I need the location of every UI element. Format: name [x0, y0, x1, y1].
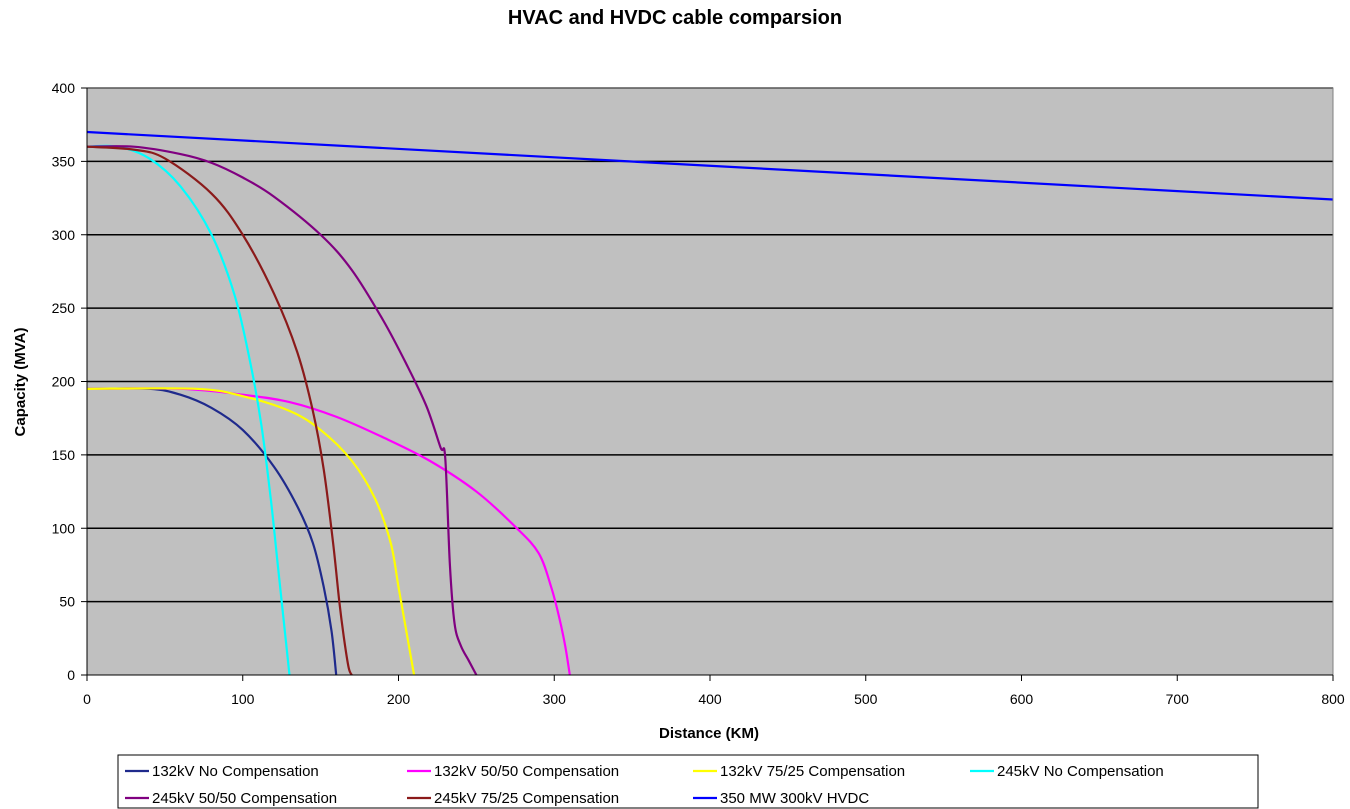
y-axis: 0 50 100 150 200 250 300 350 400: [52, 80, 88, 683]
plot-area: [86, 87, 1334, 676]
y-axis-title: Capacity (MVA): [12, 328, 29, 437]
legend: 132kV No Compensation 132kV 50/50 Compens…: [117, 754, 1259, 809]
y-tick-label: 100: [52, 520, 76, 536]
x-tick-label: 400: [698, 691, 722, 707]
legend-box: [117, 754, 1259, 809]
x-tick-label: 600: [1010, 691, 1034, 707]
y-tick-label: 50: [59, 594, 75, 610]
y-tick-label: 200: [52, 374, 76, 390]
series-line-245kv-75-25-compensation: [86, 145, 353, 676]
series-line-245kv-50-50-compensation: [86, 145, 478, 676]
x-tick-label: 500: [854, 691, 878, 707]
legend-label-245kv-75-25-compensation: 245kV 75/25 Compensation: [434, 790, 619, 807]
legend-label-350-mw-300kv-hvdc: 350 MW 300kV HVDC: [720, 790, 869, 807]
y-tick-label: 0: [67, 667, 75, 683]
legend-label-245kv-no-compensation: 245kV No Compensation: [997, 763, 1164, 780]
x-tick-label: 0: [83, 691, 91, 707]
y-tick-label: 400: [52, 80, 76, 96]
legend-label-245kv-50-50-compensation: 245kV 50/50 Compensation: [152, 790, 337, 807]
x-axis: 0 100 200 300 400 500 600 700 800: [83, 674, 1345, 707]
legend-label-132kv-50-50-compensation: 132kV 50/50 Compensation: [434, 763, 619, 780]
x-axis-title: Distance (KM): [659, 725, 759, 742]
series-line-350-mw-300kv-hvdc: [86, 130, 1334, 201]
x-tick-label: 200: [387, 691, 411, 707]
x-tick-label: 700: [1166, 691, 1190, 707]
y-tick-label: 150: [52, 447, 76, 463]
y-tick-label: 300: [52, 227, 76, 243]
legend-label-132kv-no-compensation: 132kV No Compensation: [152, 763, 319, 780]
y-tick-label: 250: [52, 300, 76, 316]
legend-items: 132kV No Compensation 132kV 50/50 Compens…: [125, 763, 1164, 807]
series-lines: [86, 130, 1334, 676]
chart-title: HVAC and HVDC cable comparsion: [508, 7, 842, 29]
legend-label-132kv-75-25-compensation: 132kV 75/25 Compensation: [720, 763, 905, 780]
series-line-245kv-no-compensation: [86, 144, 291, 676]
series-line-132kv-75-25-compensation: [86, 387, 416, 676]
y-tick-label: 350: [52, 153, 76, 169]
x-tick-label: 800: [1321, 691, 1345, 707]
series-line-132kv-50-50-compensation: [86, 387, 571, 676]
series-line-132kv-no-compensation: [86, 387, 338, 676]
x-tick-label: 100: [231, 691, 255, 707]
x-tick-label: 300: [543, 691, 567, 707]
